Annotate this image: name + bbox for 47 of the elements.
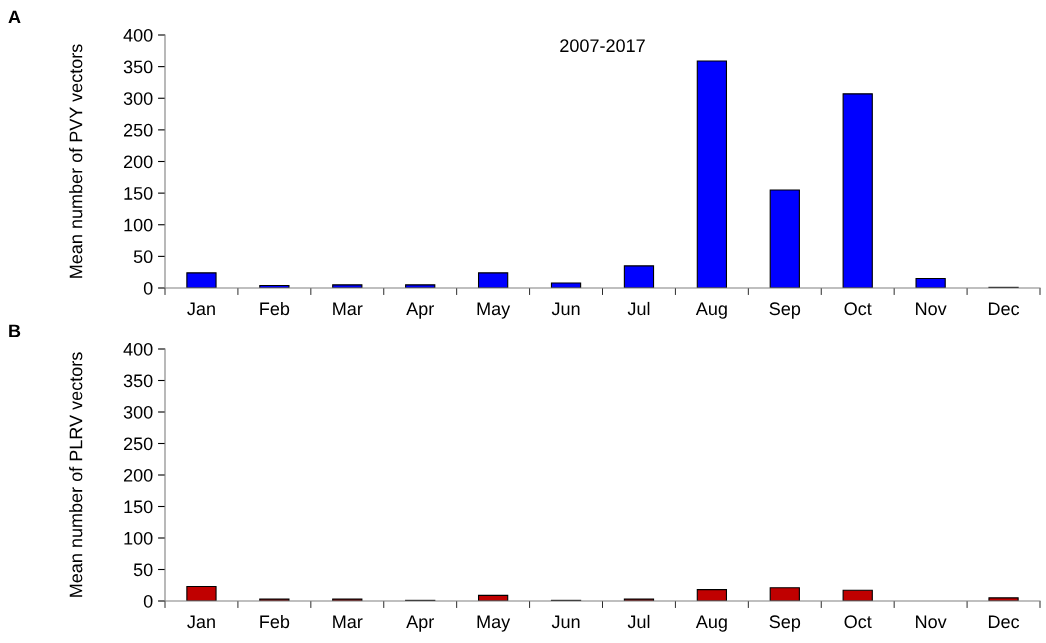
x-tick-label: Jul: [627, 301, 650, 316]
y-tick-label: 350: [123, 374, 153, 388]
x-tick-label: Nov: [916, 302, 947, 316]
y-tick-label: 100: [124, 531, 153, 545]
x-tick-label: Apr: [406, 302, 434, 319]
y-tick-label: 400: [123, 342, 153, 356]
x-tick-label: Feb: [260, 301, 290, 316]
y-tick-label: 150: [124, 187, 153, 200]
x-tick-label: Nov: [916, 615, 947, 629]
y-tick-label: 400: [123, 28, 153, 42]
y-tick-label: 50: [133, 563, 153, 577]
y-tick-label: 200: [123, 468, 153, 482]
y-tick-label: 350: [123, 60, 153, 74]
chart-title: 2007-2017: [560, 39, 645, 53]
x-tick-label: Sep: [769, 615, 801, 632]
y-tick-label: 250: [123, 437, 153, 451]
x-tick-label: May: [477, 302, 511, 319]
x-tick-label: Jun: [551, 302, 580, 316]
y-axis-title: Mean number of PVY vectors: [69, 44, 83, 278]
x-tick-label: Sep: [769, 302, 801, 319]
y-tick-label: 250: [123, 123, 153, 137]
x-tick-label: Jul: [627, 614, 650, 629]
y-tick-label: 200: [123, 155, 153, 169]
x-tick-label: Jun: [551, 615, 580, 629]
text: B: [9, 324, 21, 338]
y-tick-label: 0: [143, 594, 153, 608]
x-tick-label: Mar: [333, 615, 363, 629]
x-tick-label: Oct: [844, 302, 872, 316]
y-tick-label: 100: [124, 218, 153, 232]
y-tick-label: 0: [143, 281, 153, 295]
x-tick-label: Apr: [406, 615, 434, 632]
x-tick-label: Jan: [187, 615, 215, 629]
text: A: [8, 10, 21, 24]
x-tick-label: Jan: [187, 302, 215, 316]
y-tick-label: 300: [123, 405, 153, 419]
x-tick-label: Dec: [988, 615, 1020, 629]
x-tick-label: Aug: [695, 302, 727, 319]
x-tick-label: Aug: [695, 615, 727, 632]
x-tick-label: May: [477, 615, 511, 632]
x-tick-label: Oct: [844, 615, 872, 629]
y-tick-label: 150: [124, 500, 153, 514]
y-tick-label: 50: [133, 250, 153, 264]
x-tick-label: Mar: [333, 302, 363, 316]
x-tick-label: Feb: [260, 614, 290, 629]
y-tick-label: 300: [123, 92, 153, 105]
x-tick-label: Dec: [988, 302, 1020, 316]
y-axis-title: Mean number of PLRV vectors: [69, 352, 83, 597]
